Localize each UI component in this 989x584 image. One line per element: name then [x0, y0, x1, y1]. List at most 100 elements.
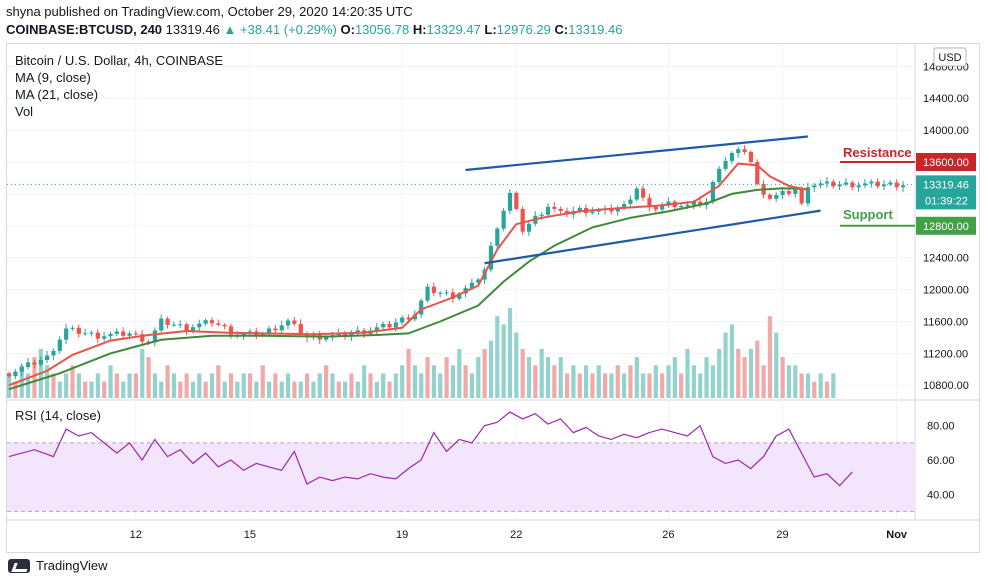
- volume-legend[interactable]: Vol: [15, 104, 34, 119]
- ma21-line: [8, 187, 808, 391]
- volume-bar: [133, 373, 139, 398]
- low-value: 12976.29: [496, 22, 551, 37]
- volume-bar: [26, 373, 31, 398]
- candle-body: [881, 184, 887, 187]
- candle-body: [374, 327, 379, 331]
- candle-body: [32, 362, 37, 365]
- candle-body: [406, 317, 411, 320]
- currency-label: USD: [938, 52, 961, 64]
- volume-bar: [767, 316, 773, 398]
- volume-bar: [603, 373, 608, 398]
- ma9-legend[interactable]: MA (9, close): [15, 70, 91, 85]
- candle-body: [476, 279, 481, 283]
- candle-body: [799, 189, 804, 204]
- candle-body: [76, 327, 81, 334]
- candle-body: [628, 199, 633, 204]
- volume-bar: [114, 373, 119, 398]
- candle-body: [343, 332, 348, 337]
- volume-bar: [203, 381, 208, 398]
- candle-body: [888, 182, 893, 185]
- currency-button[interactable]: [933, 47, 967, 67]
- price-axis[interactable]: 14800.0014400.0014000.0013600.0013200.00…: [916, 47, 976, 392]
- volume-bar: [171, 373, 177, 398]
- candle-body: [184, 324, 189, 331]
- candle-body: [438, 292, 443, 294]
- volume-bar: [717, 348, 722, 398]
- volume-bar: [533, 365, 538, 398]
- candle-body: [266, 328, 272, 334]
- candle-body: [165, 318, 170, 325]
- support-price-value: 12800.00: [923, 221, 969, 233]
- candle-body: [190, 327, 196, 331]
- candle-body: [285, 320, 291, 326]
- candle-body: [729, 153, 735, 161]
- volume-bar: [64, 373, 69, 398]
- rsi-tick-label: 60.00: [927, 455, 955, 467]
- candle-body: [45, 355, 50, 360]
- volume-bar: [32, 357, 37, 398]
- chart-frame: [6, 43, 980, 553]
- volume-bar: [469, 373, 475, 398]
- last-price-tag: [916, 175, 976, 210]
- candle-body: [514, 192, 519, 209]
- volume-bar: [57, 381, 62, 398]
- candle-body: [577, 207, 582, 212]
- candle-body: [545, 206, 551, 215]
- volume-bar: [755, 340, 760, 398]
- candle-body: [653, 206, 658, 210]
- volume-bar: [355, 381, 360, 398]
- channel-upper-line: [465, 135, 809, 172]
- volume-bar: [108, 365, 113, 398]
- volume-bar: [197, 373, 202, 398]
- volume-bar: [7, 373, 12, 398]
- volume-bar: [691, 365, 696, 398]
- candle-body: [780, 191, 785, 195]
- symbol-label: COINBASE:BTCUSD, 240: [6, 22, 163, 37]
- volume-bar: [704, 357, 709, 398]
- candle-body: [83, 333, 88, 335]
- volume-bar: [247, 373, 253, 398]
- candle-body: [488, 245, 494, 270]
- volume-bar: [343, 381, 348, 398]
- channel-lower-line: [484, 209, 821, 265]
- volume-bar: [336, 381, 341, 398]
- volume-bar: [824, 381, 830, 398]
- candle-body: [856, 185, 861, 188]
- candle-body: [171, 324, 177, 326]
- grid: [7, 44, 980, 521]
- resistance-price-value: 13600.00: [923, 157, 969, 169]
- candle-body: [400, 317, 405, 323]
- volume-bar: [146, 357, 151, 398]
- volume-bar: [729, 324, 735, 398]
- price-tick-label: 12400.00: [923, 253, 969, 265]
- candle-body: [197, 323, 202, 328]
- volume-bar: [298, 381, 303, 398]
- candle-body: [552, 206, 557, 209]
- volume-bar: [425, 357, 430, 398]
- rsi-legend[interactable]: RSI (14, close): [15, 408, 101, 423]
- volume-bar: [615, 365, 620, 398]
- ma21-legend[interactable]: MA (21, close): [15, 87, 99, 102]
- candle-body: [710, 182, 715, 202]
- volume-bar: [254, 381, 259, 398]
- candle-body: [786, 191, 792, 194]
- candle-body: [824, 181, 830, 184]
- close-label: C:: [554, 22, 569, 37]
- volume-bar: [374, 381, 379, 398]
- volume-bar: [818, 373, 823, 398]
- candle-body: [51, 350, 56, 356]
- candle-body: [19, 367, 24, 372]
- volume-bar: [742, 357, 747, 398]
- volume-bar: [666, 365, 671, 398]
- candle-body: [469, 282, 475, 289]
- volume-bar: [216, 365, 221, 398]
- volume-bar: [520, 348, 525, 398]
- candle-body: [95, 332, 100, 339]
- volume-bar: [140, 348, 145, 398]
- time-axis[interactable]: 12 15 19 22 26 29 Nov: [130, 529, 908, 541]
- footer-brand[interactable]: TradingView: [8, 558, 108, 573]
- candle-body: [495, 228, 500, 246]
- candle-body: [526, 223, 532, 232]
- candle-body: [622, 203, 627, 208]
